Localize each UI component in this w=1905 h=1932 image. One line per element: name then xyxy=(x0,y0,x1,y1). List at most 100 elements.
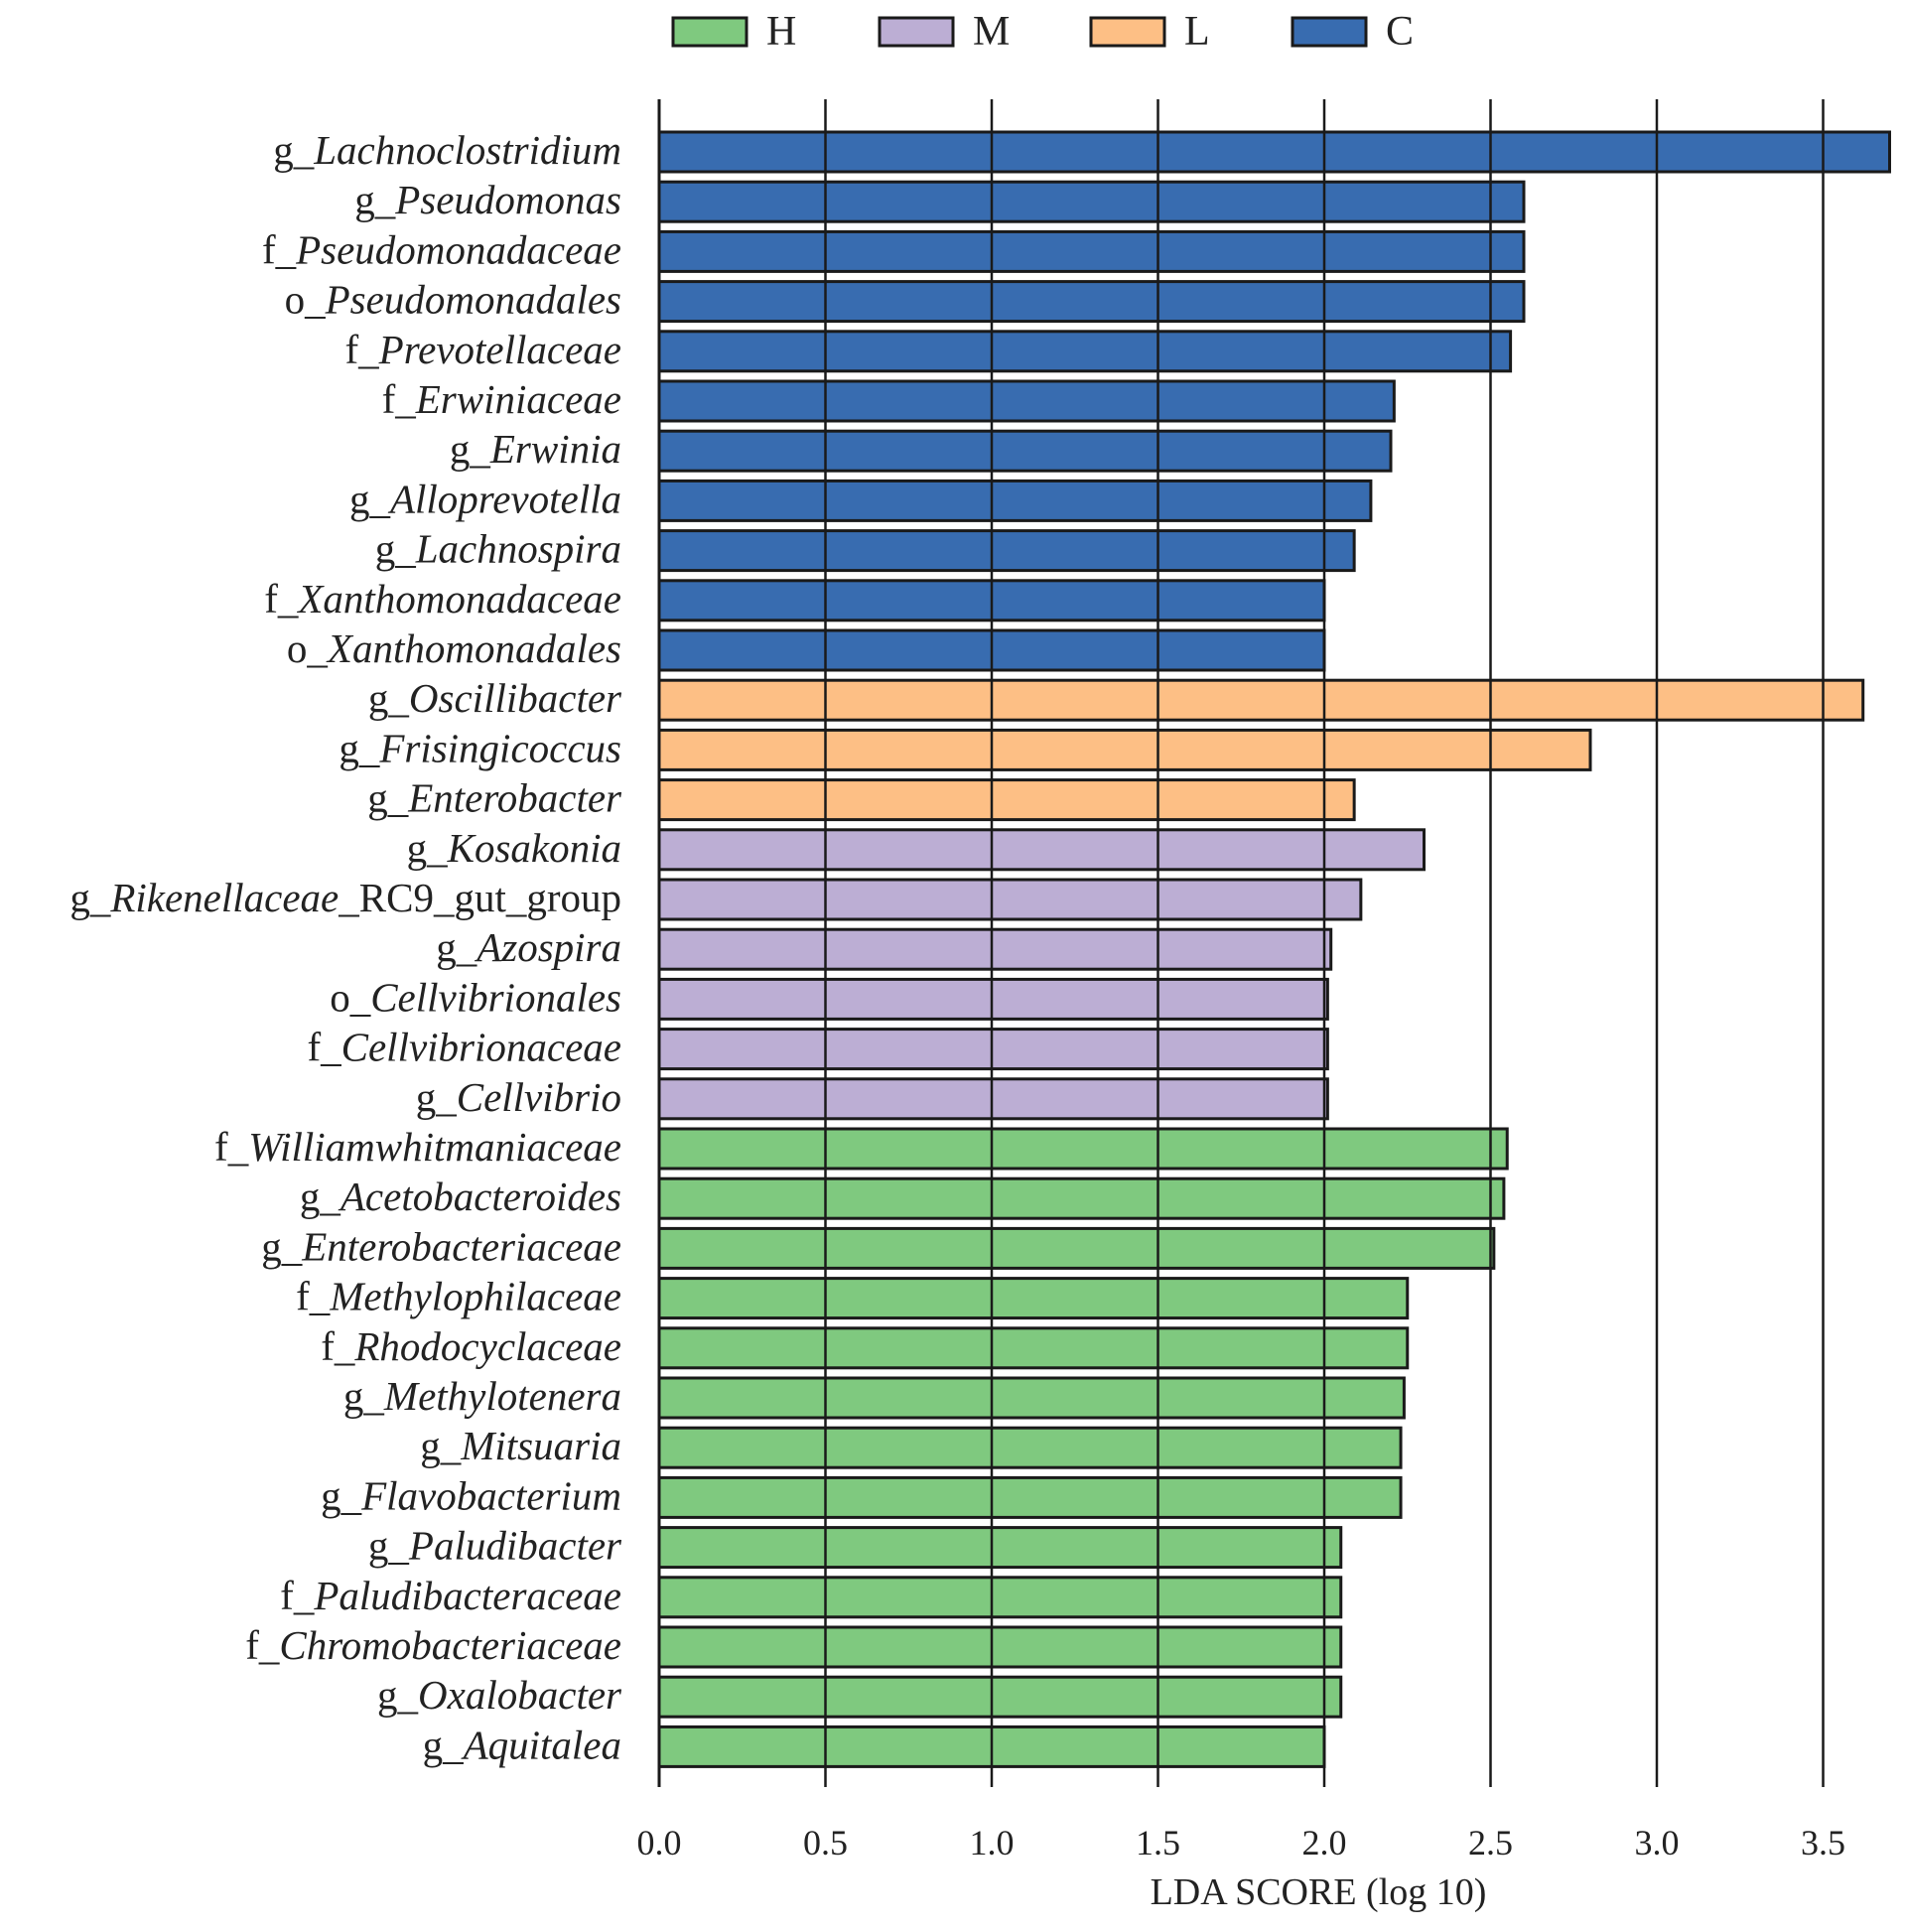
label-taxon: Pseudomonadaceae xyxy=(295,226,621,272)
label-prefix: f_ xyxy=(345,327,380,372)
bar-alloprevotella xyxy=(657,479,1373,522)
label-taxon: Frisingicoccus xyxy=(378,725,621,770)
bar-lachnoclostridium xyxy=(657,130,1891,174)
x-axis-ticks: 0.0 0.5 1.0 1.5 2.0 2.5 3.0 3.5 xyxy=(637,1823,1846,1863)
bar-methylophilaceae xyxy=(657,1277,1410,1320)
label-prefix: g_ xyxy=(339,725,380,770)
label-prefix: g_ xyxy=(436,924,477,970)
bar-cellvibrionales xyxy=(657,977,1329,1021)
gridlines xyxy=(657,99,1825,1787)
label-taxon: Alloprevotella xyxy=(387,476,621,521)
legend-swatch-c xyxy=(1291,16,1368,48)
bar-erwinia xyxy=(657,429,1393,473)
bar-rhodocyclaceae xyxy=(657,1326,1410,1370)
label-taxon: Kosakonia xyxy=(447,825,621,871)
label-prefix: g_ xyxy=(261,1223,303,1269)
label-taxon: Flavobacterium xyxy=(360,1472,621,1518)
bar-prevotellaceae xyxy=(657,330,1513,373)
row-label: f_Cellvibrionaceae xyxy=(307,1025,621,1070)
label-prefix: g_ xyxy=(377,1672,419,1718)
label-prefix: g_ xyxy=(354,177,396,222)
label-prefix: g_ xyxy=(273,127,315,173)
label-taxon: Paludibacter xyxy=(408,1523,622,1569)
label-taxon: Lachnoclostridium xyxy=(313,127,621,173)
row-label: g_Erwinia xyxy=(450,426,621,472)
label-prefix: g_ xyxy=(368,1523,410,1569)
tick-label-2.0: 2.0 xyxy=(1302,1823,1347,1863)
row-label: o_Pseudomonadales xyxy=(285,277,621,323)
label-prefix: o_ xyxy=(330,974,371,1020)
label-taxon: Mitsuaria xyxy=(460,1423,621,1468)
label-taxon: Azospira xyxy=(474,924,621,970)
row-label: f_Chromobacteriaceae xyxy=(245,1622,621,1668)
row-label: g_Kosakonia xyxy=(407,825,621,871)
label-prefix: g_ xyxy=(367,775,409,821)
row-label: g_Methylotenera xyxy=(343,1373,621,1419)
row-label: f_Paludibacteraceae xyxy=(280,1573,621,1618)
bar-flavobacterium xyxy=(657,1475,1403,1519)
bar-azospira xyxy=(657,927,1333,971)
row-label: g_Oxalobacter xyxy=(377,1672,622,1718)
row-label: g_Oscillibacter xyxy=(368,675,622,721)
label-prefix: g_ xyxy=(349,476,391,521)
label-prefix: g_ xyxy=(423,1722,465,1767)
category-labels: g_Lachnoclostridiumg_Pseudomonasf_Pseudo… xyxy=(69,127,622,1767)
tick-label-0.5: 0.5 xyxy=(803,1823,848,1863)
bar-rikenellaceae xyxy=(657,878,1363,921)
label-prefix: f_ xyxy=(264,576,299,621)
label-prefix: f_ xyxy=(245,1622,280,1668)
row-label: g_Cellvibrio xyxy=(416,1074,621,1120)
bar-paludibacter xyxy=(657,1526,1343,1570)
legend-label-h: H xyxy=(766,9,796,55)
label-taxon: Enterobacteriaceae xyxy=(301,1223,621,1269)
tick-label-1.5: 1.5 xyxy=(1136,1823,1180,1863)
bar-pseudomonadales xyxy=(657,280,1526,324)
label-taxon: Methylophilaceae xyxy=(329,1274,621,1319)
bar-kosakonia xyxy=(657,828,1426,872)
row-label: f_Prevotellaceae xyxy=(345,327,622,372)
row-label: o_Xanthomonadales xyxy=(287,625,621,671)
label-prefix: o_ xyxy=(285,277,327,323)
bar-methylotenera xyxy=(657,1376,1406,1420)
label-prefix: g_ xyxy=(343,1373,385,1419)
label-prefix: f_ xyxy=(296,1274,331,1319)
label-taxon: Acetobacteroides xyxy=(338,1173,621,1219)
label-prefix: f_ xyxy=(321,1323,355,1369)
label-prefix: f_ xyxy=(307,1025,341,1070)
bar-paludibacteraceae xyxy=(657,1576,1343,1619)
legend-label-m: M xyxy=(973,9,1010,55)
bar-acetobacteroides xyxy=(657,1176,1506,1220)
row-label: g_Lachnoclostridium xyxy=(273,127,621,173)
label-taxon: Chromobacteriaceae xyxy=(279,1622,621,1668)
row-label: g_Frisingicoccus xyxy=(339,725,621,770)
legend-swatch-h xyxy=(671,16,748,48)
label-taxon: Aquitalea xyxy=(461,1722,621,1767)
label-taxon: Cellvibrio xyxy=(457,1074,621,1120)
bar-pseudomonas xyxy=(657,180,1526,223)
row-label: g_Alloprevotella xyxy=(349,476,621,521)
label-prefix: f_ xyxy=(382,376,417,422)
bar-chromobacteriaceae xyxy=(657,1625,1343,1669)
row-label: f_Xanthomonadaceae xyxy=(264,576,621,621)
row-label: f_Erwiniaceae xyxy=(382,376,621,422)
label-taxon: Rikenellaceae xyxy=(109,875,339,920)
row-label: g_Paludibacter xyxy=(368,1523,622,1569)
label-prefix: g_ xyxy=(416,1074,458,1120)
row-label: g_Azospira xyxy=(436,924,621,970)
row-label: g_Aquitalea xyxy=(423,1722,621,1767)
row-label: g_Acetobacteroides xyxy=(300,1173,621,1219)
label-prefix: g_ xyxy=(407,825,449,871)
row-label: f_Williamwhitmaniaceae xyxy=(214,1124,621,1170)
bar-pseudomonadaceae xyxy=(657,229,1526,273)
row-label: g_Mitsuaria xyxy=(420,1423,621,1468)
row-label: f_Rhodocyclaceae xyxy=(321,1323,621,1369)
label-taxon: Cellvibrionaceae xyxy=(341,1025,621,1070)
label-taxon: Erwiniaceae xyxy=(415,376,621,422)
row-label: g_Rikenellaceae_RC9_gut_group xyxy=(69,875,621,920)
bar-cellvibrio xyxy=(657,1077,1329,1121)
bar-erwiniaceae xyxy=(657,379,1396,423)
row-label: g_Lachnospira xyxy=(375,526,621,572)
bars-layer xyxy=(657,130,1891,1768)
